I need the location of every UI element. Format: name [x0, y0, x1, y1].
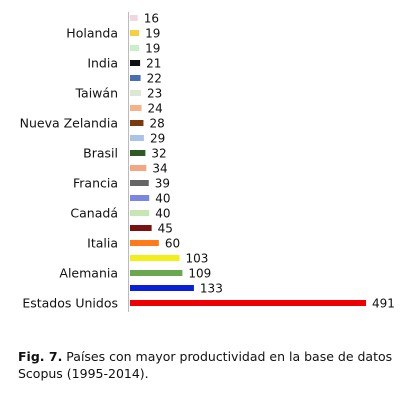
category-tick-label: Holanda — [66, 26, 118, 41]
bar — [130, 90, 142, 96]
bar — [130, 285, 194, 291]
bar — [130, 120, 144, 126]
bar-value-label: 60 — [165, 237, 180, 251]
category-labels-group: Estados Unidos Alemania Italia Canadá Franci… — [20, 26, 118, 311]
bar — [130, 105, 142, 111]
bar-value-label: 45 — [158, 222, 173, 236]
bar-value-label: 109 — [188, 267, 211, 281]
bar — [130, 300, 366, 306]
bar-value-label: 133 — [200, 282, 223, 296]
category-tick-label: Alemania — [59, 266, 118, 281]
bar-value-label: 29 — [150, 132, 165, 146]
bar-value-label: 103 — [186, 252, 209, 266]
bar — [130, 15, 138, 21]
bar-value-label: 491 — [372, 297, 395, 311]
figure-caption: Fig. 7. Países con mayor productividad e… — [18, 348, 394, 382]
bar-value-label: 24 — [148, 102, 163, 116]
bar-value-label: 39 — [155, 177, 170, 191]
category-tick-label: Canadá — [70, 206, 118, 221]
category-tick-label: Nueva Zelandia — [20, 116, 118, 131]
bar-value-label: 40 — [155, 192, 170, 206]
bar — [130, 240, 159, 246]
category-tick-label: Taiwán — [74, 86, 118, 101]
bar-value-label: 34 — [152, 162, 167, 176]
bar — [130, 180, 149, 186]
category-tick-label: Brasil — [83, 146, 118, 161]
bar-value-label: 23 — [147, 87, 162, 101]
bar — [130, 165, 147, 171]
caption-text: Países con mayor productividad en la bas… — [18, 349, 393, 381]
value-labels-group: 4911331091036045404039343229282423222119… — [144, 12, 395, 311]
bar — [130, 210, 150, 216]
bar — [130, 255, 180, 261]
bar — [130, 150, 146, 156]
category-tick-label: Estados Unidos — [22, 296, 118, 311]
category-tick-label: Francia — [73, 176, 118, 191]
bar — [130, 30, 140, 36]
bar-chart: 4911331091036045404039343229282423222119… — [20, 12, 395, 312]
bar-value-label: 19 — [145, 42, 160, 56]
bar-value-label: 22 — [147, 72, 162, 86]
category-tick-label: Italia — [87, 236, 118, 251]
bar — [130, 60, 141, 66]
bar — [130, 45, 140, 51]
bar — [130, 75, 141, 81]
bar — [130, 195, 150, 201]
bar-value-label: 19 — [145, 27, 160, 41]
bar-value-label: 16 — [144, 12, 159, 26]
bar — [130, 270, 183, 276]
bar-value-label: 28 — [149, 117, 164, 131]
category-tick-label: India — [87, 56, 118, 71]
bar-value-label: 32 — [151, 147, 166, 161]
bar-value-label: 21 — [146, 57, 161, 71]
bar — [130, 135, 144, 141]
caption-label: Fig. 7. — [18, 349, 63, 364]
bar — [130, 225, 152, 231]
bars-group — [130, 15, 366, 306]
bar-value-label: 40 — [155, 207, 170, 221]
